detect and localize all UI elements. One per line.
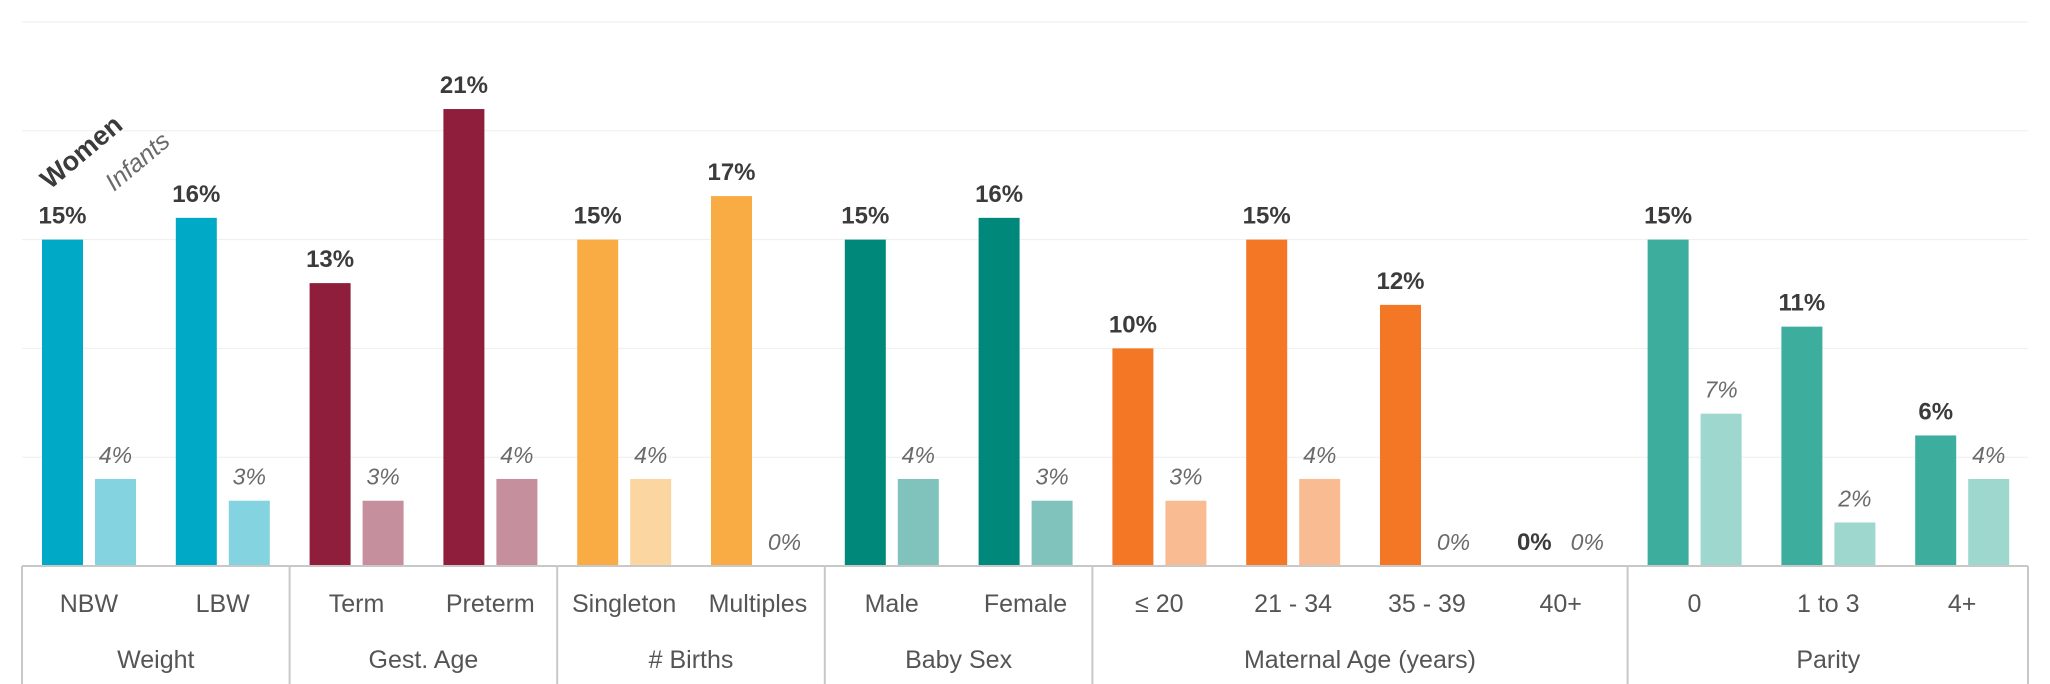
bar-women <box>577 239 619 566</box>
bar-infants <box>228 500 270 566</box>
gridlines <box>22 21 2028 458</box>
data-label-infants: 0% <box>1571 529 1604 555</box>
bar-infants <box>95 478 136 566</box>
bar-women <box>443 109 485 566</box>
data-label-women: 6% <box>1918 398 1953 425</box>
category-tick-label: Singleton <box>572 590 676 618</box>
bar-women <box>978 217 1020 566</box>
data-label-infants: 0% <box>1437 529 1470 555</box>
data-label-women: 15% <box>841 203 889 230</box>
data-label-infants: 3% <box>1035 464 1068 490</box>
category-tick-label: 40+ <box>1539 590 1581 618</box>
bar-infants <box>1700 413 1742 566</box>
category-tick-label: Preterm <box>446 590 535 618</box>
category-tick-label: 4+ <box>1948 590 1977 618</box>
category-tick-label: 0 <box>1688 590 1702 618</box>
data-label-infants: 4% <box>902 442 935 468</box>
data-label-women: 0% <box>1517 529 1552 556</box>
data-label-women: 15% <box>574 203 622 230</box>
data-label-women: 10% <box>1109 311 1157 338</box>
group-label: # Births <box>649 646 734 674</box>
bar-women <box>42 239 83 566</box>
data-label-infants: 4% <box>1303 442 1336 468</box>
data-label-infants: 3% <box>233 464 266 490</box>
bar-infants <box>1031 500 1073 566</box>
bar-infants <box>1834 522 1876 566</box>
bar-women <box>175 217 217 566</box>
bar-infants <box>362 500 404 566</box>
bar-women <box>1246 239 1288 566</box>
data-label-infants: 3% <box>1169 464 1202 490</box>
category-tick-label: 1 to 3 <box>1797 590 1860 618</box>
bar-women <box>711 196 752 566</box>
x-axis <box>21 565 2029 684</box>
category-tick-label: Term <box>329 590 385 618</box>
data-label-women: 15% <box>1644 203 1692 230</box>
data-label-infants: 4% <box>99 442 132 468</box>
bar-women <box>1781 326 1823 566</box>
data-label-infants: 7% <box>1704 377 1737 403</box>
group-label: Maternal Age (years) <box>1244 646 1476 674</box>
data-label-women: 13% <box>306 246 354 273</box>
bar-infants <box>630 478 672 566</box>
data-label-infants: 4% <box>500 442 533 468</box>
bar-women <box>1380 304 1421 566</box>
category-tick-label: Female <box>984 590 1067 618</box>
data-label-women: 17% <box>707 159 755 186</box>
category-tick-label: ≤ 20 <box>1135 590 1183 618</box>
bar-infants <box>1968 478 2010 566</box>
category-tick-label: LBW <box>196 590 251 618</box>
data-label-women: 16% <box>172 181 220 208</box>
data-label-women: 15% <box>38 203 86 230</box>
group-label: Weight <box>117 646 194 674</box>
data-label-women: 21% <box>440 72 488 99</box>
category-tick-label: Multiples <box>709 590 808 618</box>
group-label: Parity <box>1796 646 1860 674</box>
data-label-infants: 4% <box>634 442 667 468</box>
group-label: Baby Sex <box>905 646 1013 674</box>
bar-women <box>1915 435 1957 566</box>
data-label-women: 11% <box>1779 290 1826 317</box>
category-tick-label: NBW <box>60 590 119 618</box>
category-tick-label: Male <box>865 590 919 618</box>
bar-women <box>1647 239 1689 566</box>
data-label-women: 16% <box>975 181 1023 208</box>
bar-women <box>1112 348 1154 566</box>
bar-women <box>309 283 351 566</box>
bar-infants <box>1165 500 1207 566</box>
data-label-women: 12% <box>1376 268 1424 295</box>
bar-infants <box>496 478 538 566</box>
category-tick-label: 21 - 34 <box>1254 590 1332 618</box>
data-label-women: 15% <box>1243 203 1291 230</box>
bar-infants <box>1299 478 1341 566</box>
data-label-infants: 2% <box>1837 485 1871 511</box>
bars <box>42 109 2010 566</box>
data-label-infants: 3% <box>366 464 399 490</box>
data-label-infants: 4% <box>1972 442 2005 468</box>
bar-infants <box>897 478 939 566</box>
group-label: Gest. Age <box>369 646 479 674</box>
bar-women <box>844 239 886 566</box>
data-label-infants: 0% <box>768 529 801 555</box>
category-tick-label: 35 - 39 <box>1388 590 1466 618</box>
